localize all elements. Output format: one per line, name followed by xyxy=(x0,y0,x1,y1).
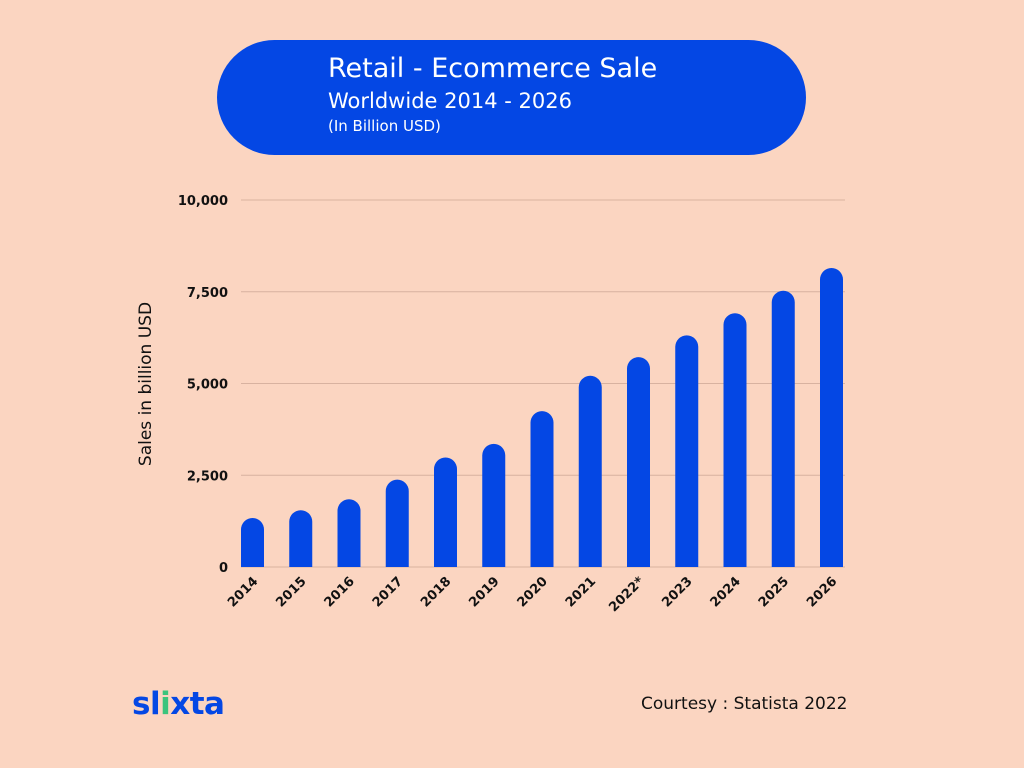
title-banner: Retail - Ecommerce Sale Worldwide 2014 -… xyxy=(217,40,806,155)
y-tick-label: 5,000 xyxy=(187,378,228,393)
bar xyxy=(482,443,506,567)
chart-unit-note: (In Billion USD) xyxy=(328,117,441,135)
x-tick-label: 2021 xyxy=(563,574,599,610)
bar xyxy=(723,313,747,567)
y-tick-label: 7,500 xyxy=(187,286,228,301)
x-tick-label: 2024 xyxy=(708,574,744,610)
title-block: Retail - Ecommerce Sale Worldwide 2014 -… xyxy=(328,52,657,136)
x-tick-label: 2022* xyxy=(606,574,647,615)
bar xyxy=(627,357,650,567)
bar xyxy=(434,457,457,567)
x-tick-label: 2014 xyxy=(225,574,261,610)
brand-logo: slixta xyxy=(132,686,225,722)
x-tick-label: 2019 xyxy=(466,574,502,610)
y-axis-label: Sales in billion USD xyxy=(136,302,156,466)
bar xyxy=(820,267,843,567)
source-credit: Courtesy : Statista 2022 xyxy=(641,694,848,714)
bar xyxy=(241,517,264,567)
x-tick-label: 2026 xyxy=(804,574,840,610)
y-tick-label: 0 xyxy=(219,561,228,576)
bar xyxy=(289,510,313,567)
bar xyxy=(385,479,409,567)
bar xyxy=(578,375,602,567)
x-tick-label: 2015 xyxy=(273,574,309,610)
y-tick-label: 2,500 xyxy=(187,469,228,484)
bar xyxy=(675,335,699,567)
x-tick-label: 2025 xyxy=(756,574,792,610)
x-tick-label: 2017 xyxy=(370,574,406,610)
x-tick-label: 2016 xyxy=(322,574,358,610)
y-tick-label: 10,000 xyxy=(178,194,228,209)
x-tick-label: 2023 xyxy=(659,574,695,610)
bar xyxy=(771,290,795,567)
x-tick-label: 2018 xyxy=(418,574,454,610)
bar xyxy=(530,411,554,567)
bar xyxy=(337,499,361,567)
x-tick-label: 2020 xyxy=(515,574,551,610)
chart-title: Retail - Ecommerce Sale xyxy=(328,53,658,84)
chart-subtitle: Worldwide 2014 - 2026 xyxy=(328,89,572,113)
